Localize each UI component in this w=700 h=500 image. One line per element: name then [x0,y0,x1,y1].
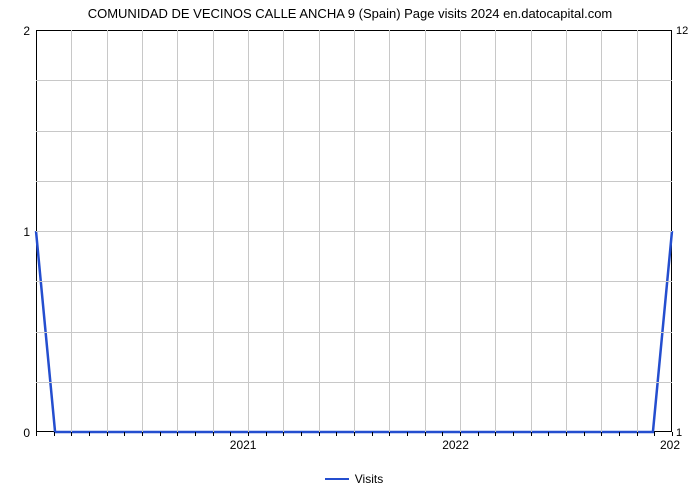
x-minor-tick [177,432,178,436]
legend-swatch [325,478,349,480]
grid-hline [36,131,672,132]
x-minor-tick [354,432,355,436]
x-minor-tick [89,432,90,436]
x-minor-tick [672,432,673,436]
legend-label: Visits [355,472,383,486]
x-minor-tick [601,432,602,436]
y-right-tick-label: 1 [676,427,682,439]
x-minor-tick [389,432,390,436]
legend: Visits [36,472,672,486]
x-minor-tick [531,432,532,436]
x-minor-tick [283,432,284,436]
y-tick-label: 1 [23,225,30,239]
grid-hline [36,231,672,232]
chart-title: COMUNIDAD DE VECINOS CALLE ANCHA 9 (Spai… [0,6,700,21]
x-minor-tick [425,432,426,436]
x-tick-label-right: 202 [660,438,680,452]
x-tick-label: 2022 [442,438,469,452]
plot-area [36,30,672,432]
chart-container: { "chart": { "type": "line", "title": "C… [0,0,700,500]
x-minor-tick [36,432,37,436]
x-minor-tick [319,432,320,436]
x-minor-tick [442,432,443,436]
x-minor-tick [213,432,214,436]
grid-hline [36,80,672,81]
grid-hline [36,332,672,333]
x-minor-tick [513,432,514,436]
grid-hline [36,181,672,182]
x-minor-tick [407,432,408,436]
x-minor-tick [107,432,108,436]
grid-hline [36,382,672,383]
x-minor-tick [619,432,620,436]
y-tick-label: 0 [23,426,30,440]
x-minor-tick [248,432,249,436]
y-tick-label: 2 [23,24,30,38]
x-minor-tick [301,432,302,436]
y-right-tick-label: 12 [676,25,688,37]
x-minor-tick [478,432,479,436]
x-minor-tick [372,432,373,436]
grid-hline [36,281,672,282]
x-minor-tick [336,432,337,436]
x-minor-tick [142,432,143,436]
x-minor-tick [566,432,567,436]
x-minor-tick [71,432,72,436]
x-minor-tick [124,432,125,436]
x-minor-tick [54,432,55,436]
x-minor-tick [230,432,231,436]
x-tick-label: 2021 [230,438,257,452]
x-minor-tick [495,432,496,436]
x-minor-tick [548,432,549,436]
x-minor-tick [195,432,196,436]
x-minor-tick [654,432,655,436]
x-minor-tick [160,432,161,436]
x-minor-tick [266,432,267,436]
x-minor-tick [460,432,461,436]
x-minor-tick [584,432,585,436]
x-minor-tick [637,432,638,436]
